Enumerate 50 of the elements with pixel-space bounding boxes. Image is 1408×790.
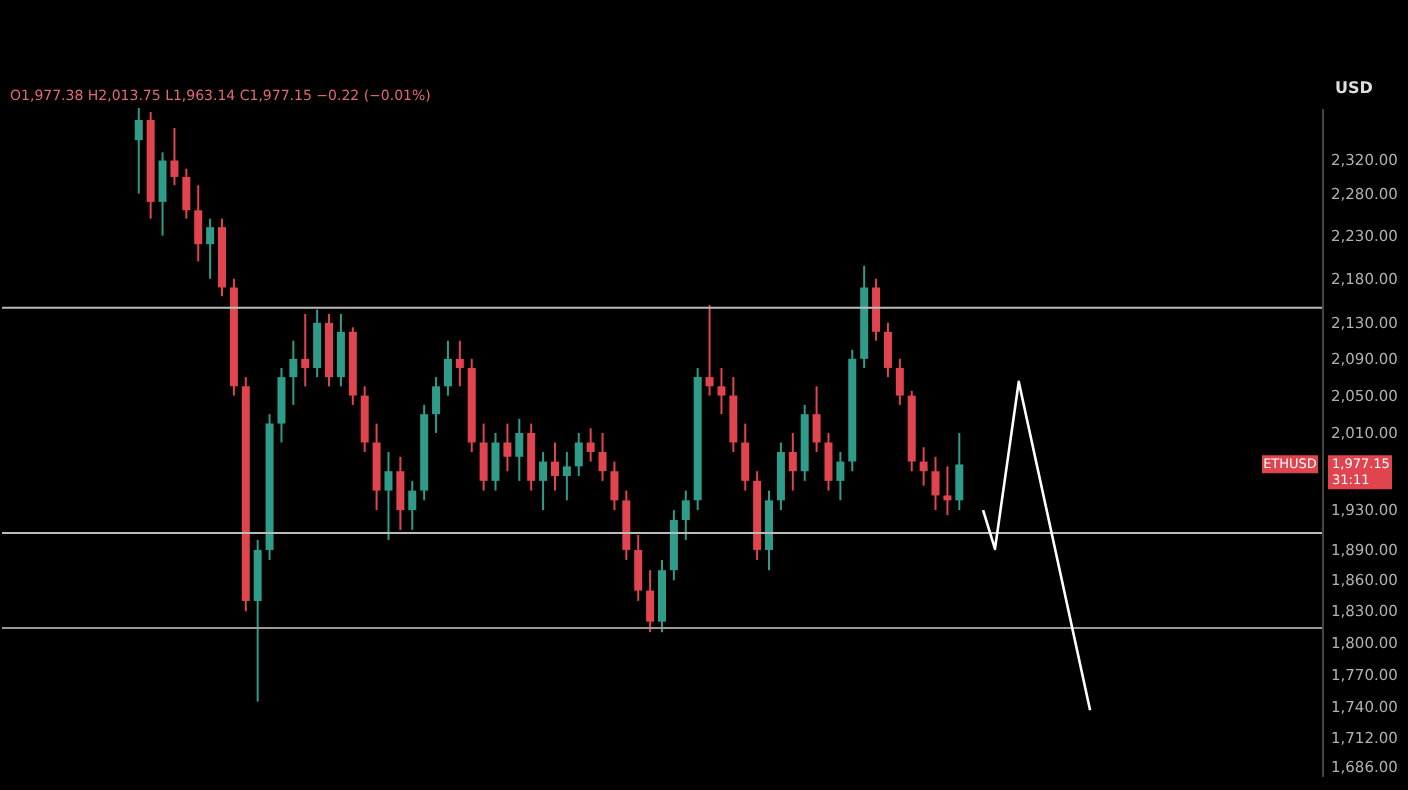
line-series (981, 380, 1092, 712)
candlestick (717, 366, 726, 416)
candlestick (955, 432, 964, 512)
candlestick (206, 217, 215, 280)
candlestick (562, 451, 571, 502)
candlestick (812, 385, 821, 454)
candlestick (194, 184, 203, 263)
candlestick (432, 376, 441, 435)
candlestick (550, 441, 559, 492)
candlestick (931, 455, 940, 512)
candlestick (301, 312, 310, 388)
candlestick (455, 339, 464, 388)
candlestick (396, 455, 405, 531)
candlestick (634, 533, 643, 602)
candlestick (883, 321, 892, 379)
candlestick (610, 460, 619, 512)
candlestick (408, 479, 417, 531)
candlestick (895, 357, 904, 406)
candlestick (313, 308, 322, 379)
candlestick (384, 451, 393, 541)
candlestick (598, 432, 607, 482)
candlestick (729, 376, 738, 454)
candlestick (443, 339, 452, 397)
candlestick (919, 446, 928, 487)
candlestick (943, 465, 952, 517)
candlestick (336, 312, 345, 388)
candlestick (646, 569, 655, 634)
candlestick (872, 277, 881, 342)
candlestick (741, 422, 750, 492)
candlestick (158, 151, 167, 237)
candlestick (574, 432, 583, 478)
candlestick (503, 422, 512, 473)
candlestick (289, 339, 298, 406)
candlestick (788, 432, 797, 492)
candlestick (515, 417, 524, 482)
candlestick (681, 489, 690, 541)
candlestick (539, 451, 548, 512)
candlestick (586, 427, 595, 463)
candlestick (836, 451, 845, 502)
y-axis-title: USD (1335, 79, 1374, 97)
candlestick (527, 422, 536, 492)
candlestick (360, 385, 369, 454)
candlestick (182, 167, 191, 220)
candlestick (170, 127, 179, 187)
candlestick (705, 304, 714, 397)
candlestick (824, 432, 833, 492)
candlestick (134, 107, 143, 195)
candlestick (277, 366, 286, 444)
candlestick (479, 422, 488, 492)
candlestick (491, 432, 500, 492)
